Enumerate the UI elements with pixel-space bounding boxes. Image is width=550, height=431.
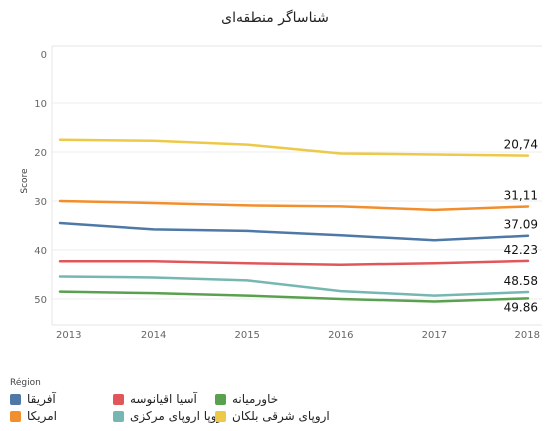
x-tick-label: 2016 xyxy=(328,330,353,341)
series-line-2 xyxy=(58,259,530,266)
end-value-label: 20,74 xyxy=(504,138,538,152)
y-tick-label: 10 xyxy=(34,99,47,110)
x-tick-label: 2018 xyxy=(515,330,540,341)
legend-item[interactable]: اروپای شرقی بلکان xyxy=(215,409,330,423)
legend-item[interactable]: آسیا اقیانوسه xyxy=(113,392,197,406)
series-line-1 xyxy=(58,221,530,242)
legend-swatch xyxy=(113,393,124,405)
legend-item[interactable]: امریکا xyxy=(10,409,57,423)
x-axis-ticks: 2013 2014 2015 2016 2017 2018 xyxy=(56,330,540,341)
x-tick-label: 2015 xyxy=(234,330,259,341)
series-line-6 xyxy=(58,138,530,157)
chart-title: شناساگر منطقه‌ای xyxy=(221,10,329,26)
legend-label: اروپای شرقی بلکان xyxy=(232,409,330,423)
series-line-4 xyxy=(58,199,530,212)
legend-label: امریکا xyxy=(27,409,58,423)
x-tick-label: 2017 xyxy=(422,330,447,341)
legend-title: Région xyxy=(10,378,41,388)
legend-swatch xyxy=(215,393,226,405)
series-line-3 xyxy=(58,290,530,303)
legend-swatch xyxy=(113,410,124,422)
y-tick-label: 40 xyxy=(34,246,47,257)
y-axis-label: Score xyxy=(20,168,30,194)
y-tick-label: 30 xyxy=(34,197,47,208)
y-tick-label: 20 xyxy=(34,148,47,159)
x-tick-label: 2013 xyxy=(56,330,81,341)
legend-label: خاورمیانه xyxy=(232,392,279,406)
series-lines xyxy=(58,138,530,303)
y-tick-label: 50 xyxy=(34,295,47,306)
grid-lines xyxy=(51,45,542,326)
series-line-5 xyxy=(58,275,530,297)
legend: Région آفریقا آسیا اقیانوسه خاورمیانه امریک… xyxy=(10,378,440,428)
y-axis-ticks: 0 10 20 30 40 50 xyxy=(34,50,47,306)
end-value-label: 49.86 xyxy=(504,300,538,314)
y-tick-label: 0 xyxy=(41,50,47,61)
legend-swatch xyxy=(10,410,21,422)
legend-label: آفریقا xyxy=(27,392,56,406)
end-value-label: 42.23 xyxy=(504,243,538,257)
legend-swatch xyxy=(215,410,226,422)
end-labels: 37.09 42.23 49.86 31,11 48.58 20,74 xyxy=(504,138,538,315)
end-value-label: 31,11 xyxy=(504,188,538,202)
legend-label: آسیا اقیانوسه xyxy=(130,392,197,406)
end-value-label: 37.09 xyxy=(504,218,538,232)
end-value-label: 48.58 xyxy=(504,274,538,288)
x-tick-label: 2014 xyxy=(141,330,166,341)
legend-item[interactable]: آفریقا xyxy=(10,392,56,406)
legend-item[interactable]: اروپا اروپای مرکزی xyxy=(113,409,226,423)
legend-label: اروپا اروپای مرکزی xyxy=(130,409,226,423)
legend-swatch xyxy=(10,393,21,405)
legend-item[interactable]: خاورمیانه xyxy=(215,392,278,406)
